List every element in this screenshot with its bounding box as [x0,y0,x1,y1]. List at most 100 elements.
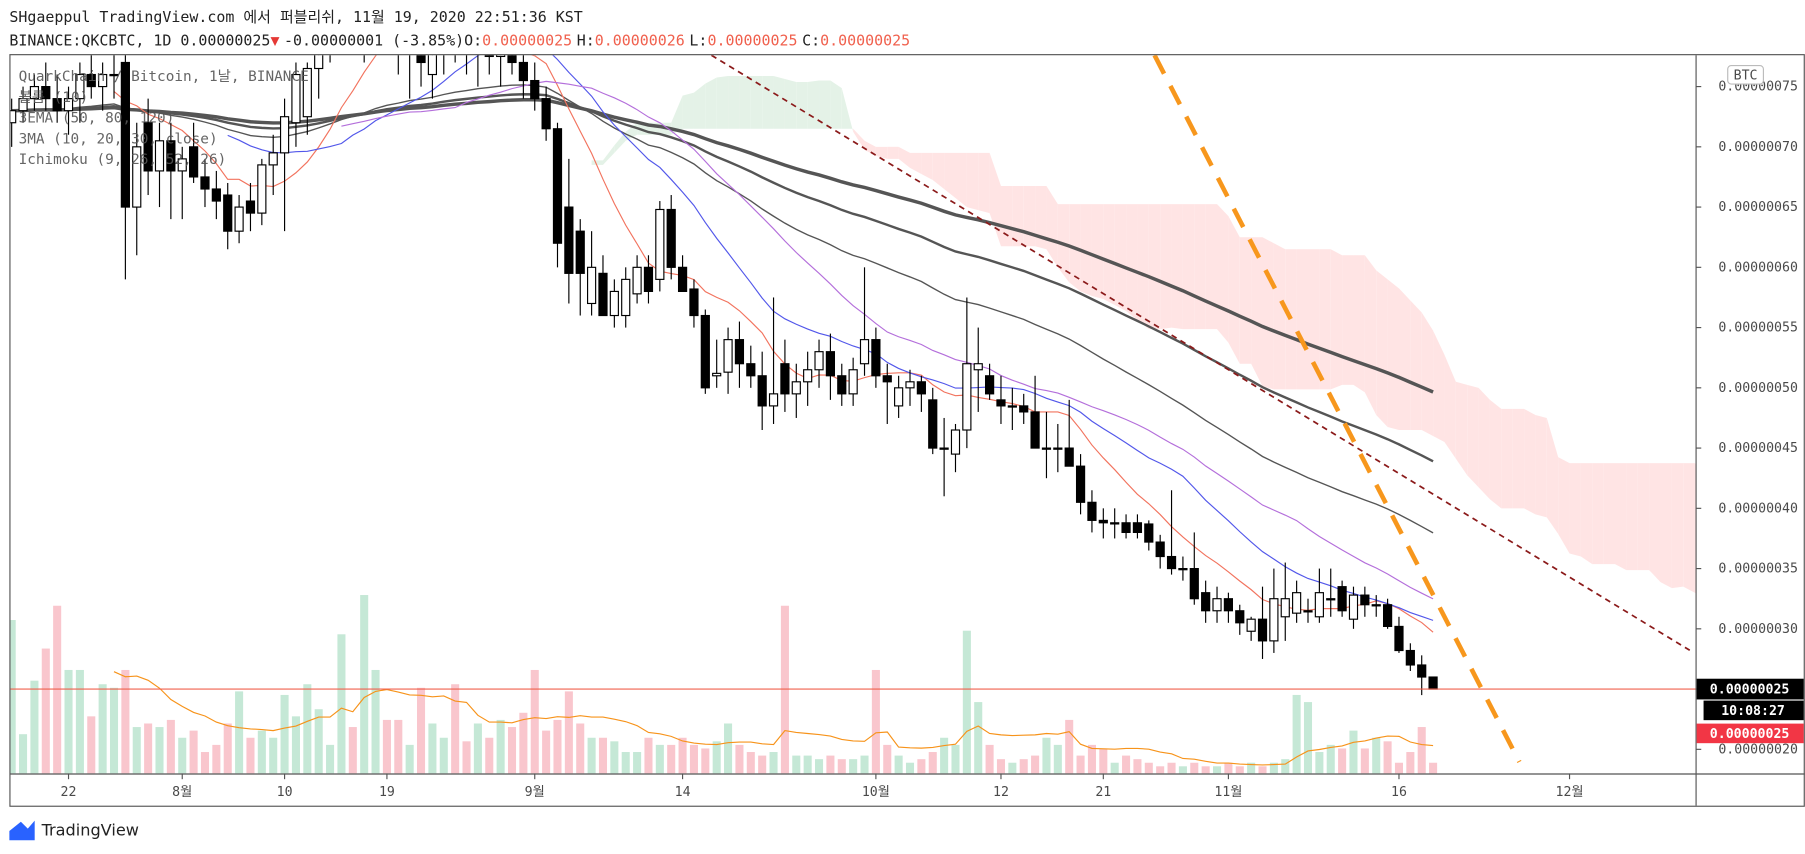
volume-bar [1167,762,1176,774]
ema-line [11,84,1434,534]
cloud-segment [1126,204,1138,321]
volume-bar [496,719,505,774]
volume-bar [894,755,903,774]
candle-body [484,55,494,58]
volume-bar [667,744,676,774]
cloud-segment [1262,237,1274,390]
cloud-segment [1421,312,1434,437]
candle-body [632,266,642,295]
volume-bar [87,716,96,774]
volume-bar [178,737,187,774]
cloud-segment [1444,354,1456,459]
candle-body [257,164,267,214]
volume-bar [326,744,335,774]
x-tick-label: 16 [1391,785,1407,800]
volume-bar [30,680,39,774]
trend-line [710,55,1691,652]
candle-body [86,73,96,88]
candles [10,55,1438,696]
candle-body [541,98,551,130]
volume-bar [41,648,50,774]
volume-bar [519,712,528,774]
candle-body [154,140,165,172]
candle-body [1155,541,1165,558]
cloud-segment [1376,270,1388,427]
ohlc-value: 0.00000025 [707,31,797,49]
cloud-segment [1592,463,1604,565]
candle-body [1394,625,1404,652]
countdown: 10:08:27 [1721,704,1785,719]
ohlc-label: L: [689,31,707,49]
candle-body [996,399,1006,407]
volume-bar [1076,755,1085,774]
volume-bar [303,684,312,774]
cloud-segment [1637,463,1650,571]
x-tick-label: 10월 [862,784,890,800]
candle-body [18,98,28,112]
candle-body [279,116,290,154]
price-tags: 0.00000025 10:08:27 0.00000025 [1696,678,1804,744]
candle-body [1280,598,1290,618]
candle-body [1417,664,1427,678]
volume-bar [1178,766,1187,774]
cloud-segment [1000,185,1013,247]
volume-bar [451,684,460,774]
change-marker: ▼ [270,31,279,49]
volume-bar [485,737,494,774]
candle-body [814,351,824,371]
volume-bar [360,595,369,774]
cloud-segment [1023,185,1036,247]
candle-body [689,288,699,317]
cloud-segment [1387,279,1399,431]
volume-bar [1190,762,1199,774]
y-tick-label: 0.00000055 [1718,321,1798,336]
volume-bar [849,759,858,774]
trend-line [1152,55,1522,763]
cloud-segment [1660,463,1672,589]
cloud-segment [1273,243,1286,390]
candle-body [825,351,836,377]
legend-item: Ichimoku (9, 26, 52, 26) [19,152,227,168]
volume-bar [1406,752,1415,774]
cloud-segment [875,146,888,159]
volume-bar [905,762,915,774]
volume-bar [394,719,403,774]
ohlc-value: 0.00000026 [595,31,685,49]
legend-item: 볼륨 (10) [19,89,89,106]
cloud-segment [1308,249,1320,390]
candle-body [200,176,210,190]
candle-body [1428,676,1438,690]
volume-bar [1338,748,1347,774]
volume-bar [883,744,892,774]
volume-bar [132,727,141,774]
cloud-segment [978,152,990,214]
volume-bar [257,730,266,774]
cloud-segment [1217,204,1229,343]
cloud-segment [989,152,1001,247]
candle-body [223,194,233,232]
candle-body [427,55,438,76]
volume-bar [223,723,232,774]
cloud-segment [591,160,603,165]
cloud-segment [1455,381,1468,476]
candle-body [1382,604,1393,627]
candle-body [768,393,779,407]
y-tick-label: 0.00000070 [1718,140,1798,155]
candle-body [916,381,926,395]
candle-body [712,372,722,377]
volume-bar [712,741,721,774]
volume-bar [1349,730,1358,774]
cloud-segment [1489,399,1502,509]
volume-bar [564,691,573,774]
candle-body [507,55,517,64]
volume-bar [1258,766,1267,774]
candle-body [666,208,676,268]
cloud-segment [1683,463,1695,593]
volume-bar [1099,748,1108,774]
candle-body [177,158,187,172]
last-price-tag [1696,678,1804,700]
candle-body [973,363,983,371]
volume-bar [348,727,357,774]
volume-bar [542,730,551,774]
